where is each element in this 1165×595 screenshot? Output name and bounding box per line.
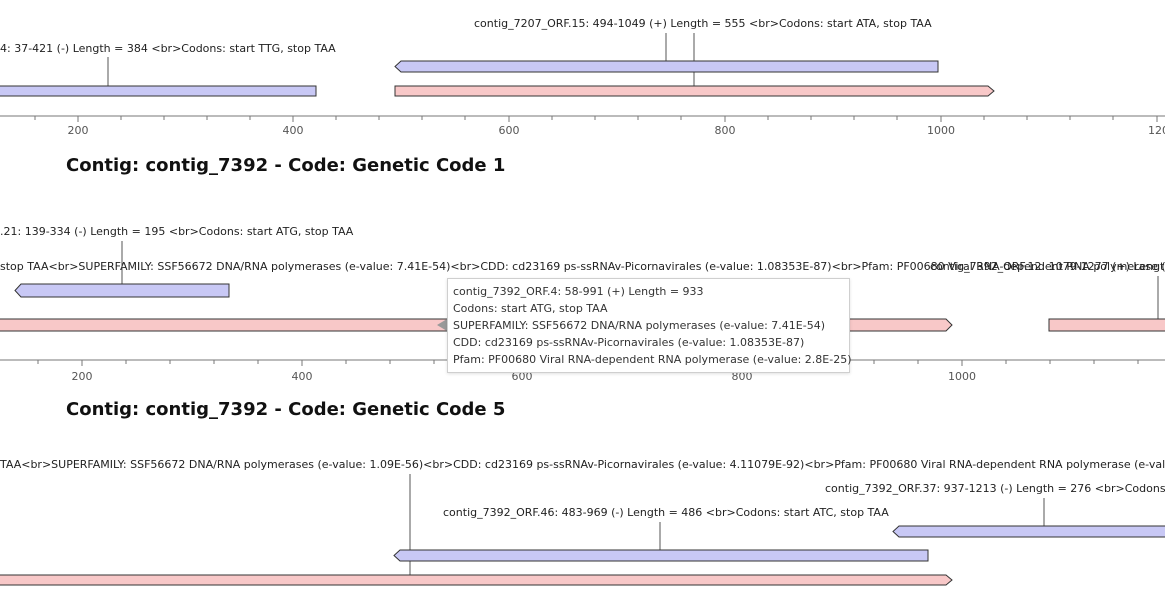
orf-label: TAA<br>SUPERFAMILY: SSF56672 DNA/RNA pol… — [0, 458, 1165, 471]
tooltip-caret-icon — [437, 319, 447, 331]
orf-label: .21: 139-334 (-) Length = 195 <br>Codons… — [0, 225, 354, 238]
tick-label: 400 — [292, 370, 313, 383]
tick-label: 400 — [283, 124, 304, 137]
orf-arrow-plus[interactable] — [394, 85, 995, 97]
orf-tooltip: contig_7392_ORF.4: 58-991 (+) Length = 9… — [447, 278, 852, 373]
orf-arrow-minus[interactable] — [393, 549, 929, 562]
track-3: TAA<br>SUPERFAMILY: SSF56672 DNA/RNA pol… — [0, 458, 1165, 586]
axis-ticks — [34, 116, 1158, 122]
orf-arrow-minus[interactable] — [394, 60, 939, 73]
orf-arrow-minus[interactable] — [14, 283, 230, 298]
track-1: contig_7207_ORF.15: 494-1049 (+) Length … — [0, 17, 1165, 137]
orf-arrow-minus[interactable] — [0, 85, 317, 97]
orf-label: contig_7392_ORF.12: 1079-1277 (+) Length — [930, 260, 1165, 273]
orf-arrow-plus[interactable] — [1048, 318, 1165, 332]
tick-label: 600 — [499, 124, 520, 137]
orf-label: contig_7392_ORF.46: 483-969 (-) Length =… — [443, 506, 889, 519]
tick-label: 1000 — [948, 370, 976, 383]
orf-label: stop TAA<br>SUPERFAMILY: SSF56672 DNA/RN… — [0, 260, 1165, 273]
tick-label: 1000 — [927, 124, 955, 137]
tooltip-line: Pfam: PF00680 Viral RNA-dependent RNA po… — [453, 353, 852, 366]
tooltip-line: contig_7392_ORF.4: 58-991 (+) Length = 9… — [453, 285, 704, 298]
tick-label: 600 — [512, 370, 533, 383]
tick-label: 800 — [732, 370, 753, 383]
orf-label: 4: 37-421 (-) Length = 384 <br>Codons: s… — [0, 42, 336, 55]
orf-label: contig_7207_ORF.15: 494-1049 (+) Length … — [474, 17, 932, 30]
tick-label: 800 — [715, 124, 736, 137]
tick-label: 200 — [68, 124, 89, 137]
track-title-genetic-code-5: Contig: contig_7392 - Code: Genetic Code… — [66, 399, 506, 420]
tick-label: 200 — [72, 370, 93, 383]
tooltip-line: Codons: start ATG, stop TAA — [453, 302, 608, 315]
track-title-genetic-code-1: Contig: contig_7392 - Code: Genetic Code… — [66, 155, 506, 176]
orf-label: contig_7392_ORF.37: 937-1213 (-) Length … — [825, 482, 1165, 495]
tooltip-line: SUPERFAMILY: SSF56672 DNA/RNA polymerase… — [453, 319, 826, 332]
tooltip-line: CDD: cd23169 ps-ssRNAv-Picornavirales (e… — [453, 336, 805, 349]
orf-arrow-minus[interactable] — [892, 525, 1165, 538]
orf-arrow-plus[interactable] — [0, 574, 953, 586]
tick-label: 1200 — [1148, 124, 1165, 137]
